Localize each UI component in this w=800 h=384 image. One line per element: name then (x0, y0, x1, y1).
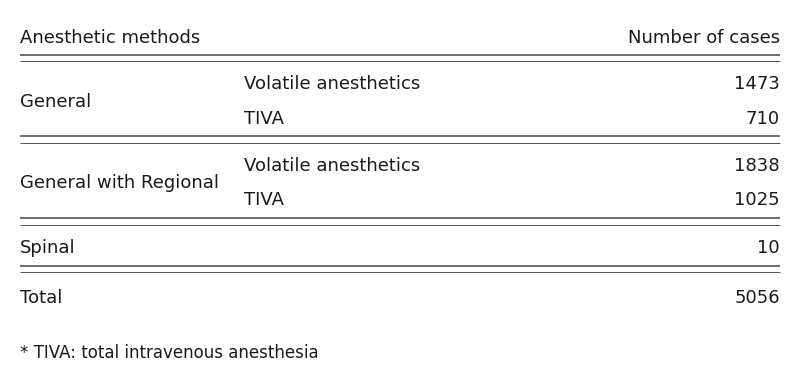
Text: TIVA: TIVA (244, 192, 284, 209)
Text: Total: Total (20, 289, 62, 306)
Text: 1025: 1025 (734, 192, 780, 209)
Text: 1838: 1838 (734, 157, 780, 175)
Text: 1473: 1473 (734, 76, 780, 93)
Text: Number of cases: Number of cases (628, 30, 780, 47)
Text: General with Regional: General with Regional (20, 174, 219, 192)
Text: Volatile anesthetics: Volatile anesthetics (244, 76, 420, 93)
Text: General: General (20, 93, 91, 111)
Text: 10: 10 (758, 239, 780, 257)
Text: Volatile anesthetics: Volatile anesthetics (244, 157, 420, 175)
Text: Anesthetic methods: Anesthetic methods (20, 30, 200, 47)
Text: 710: 710 (746, 110, 780, 128)
Text: TIVA: TIVA (244, 110, 284, 128)
Text: Spinal: Spinal (20, 239, 76, 257)
Text: * TIVA: total intravenous anesthesia: * TIVA: total intravenous anesthesia (20, 344, 318, 361)
Text: 5056: 5056 (734, 289, 780, 306)
